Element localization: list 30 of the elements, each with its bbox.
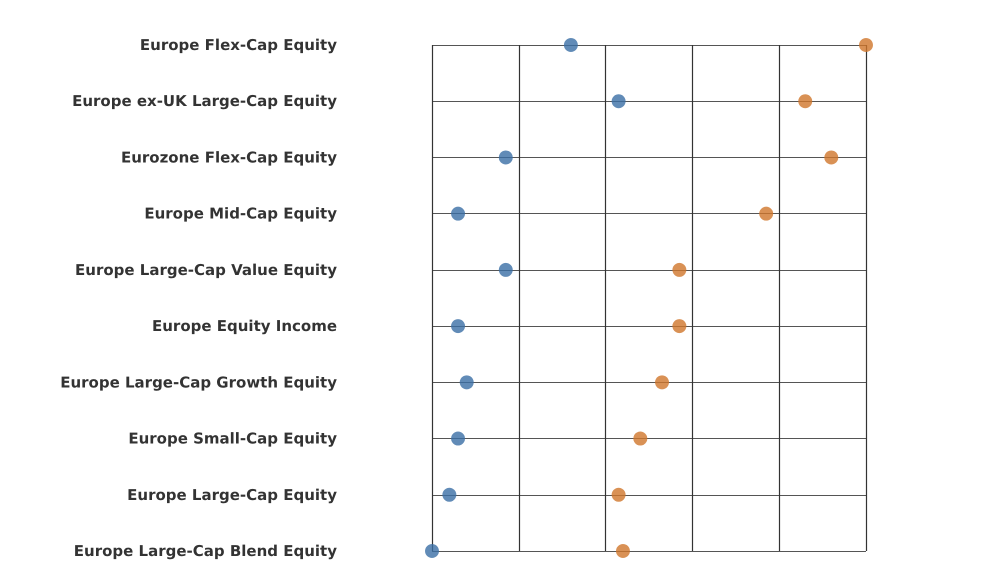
point <box>451 206 466 221</box>
point <box>612 488 626 502</box>
y-tick-label: Europe Flex-Cap Equity <box>140 36 338 54</box>
point <box>498 262 513 277</box>
y-tick-label: Europe Equity Income <box>152 317 337 336</box>
point <box>633 432 648 446</box>
point <box>451 432 466 446</box>
point <box>672 262 686 277</box>
point <box>798 94 812 108</box>
point <box>672 319 686 334</box>
y-tick-label: Eurozone Flex-Cap Equity <box>120 148 338 166</box>
y-tick-label: Europe ex-UK Large-Cap Equity <box>72 92 338 110</box>
point <box>824 150 838 164</box>
y-tick-label: Europe Large-Cap Blend Equity <box>74 542 338 560</box>
point <box>859 38 873 52</box>
y-tick-label: Europe Large-Cap Growth Equity <box>60 373 338 392</box>
point <box>612 94 626 108</box>
y-tick-label: Europe Large-Cap Equity <box>127 486 338 504</box>
point <box>564 38 578 52</box>
point <box>655 375 670 390</box>
point <box>759 206 774 221</box>
point <box>460 375 474 390</box>
y-tick-label: Europe Small-Cap Equity <box>128 430 338 448</box>
y-tick-label: Europe Large-Cap Value Equity <box>75 260 338 279</box>
point <box>425 544 439 558</box>
point <box>616 544 630 558</box>
point <box>451 319 466 334</box>
point <box>498 150 513 164</box>
point <box>442 488 456 502</box>
y-tick-label: Europe Mid-Cap Equity <box>144 204 338 223</box>
